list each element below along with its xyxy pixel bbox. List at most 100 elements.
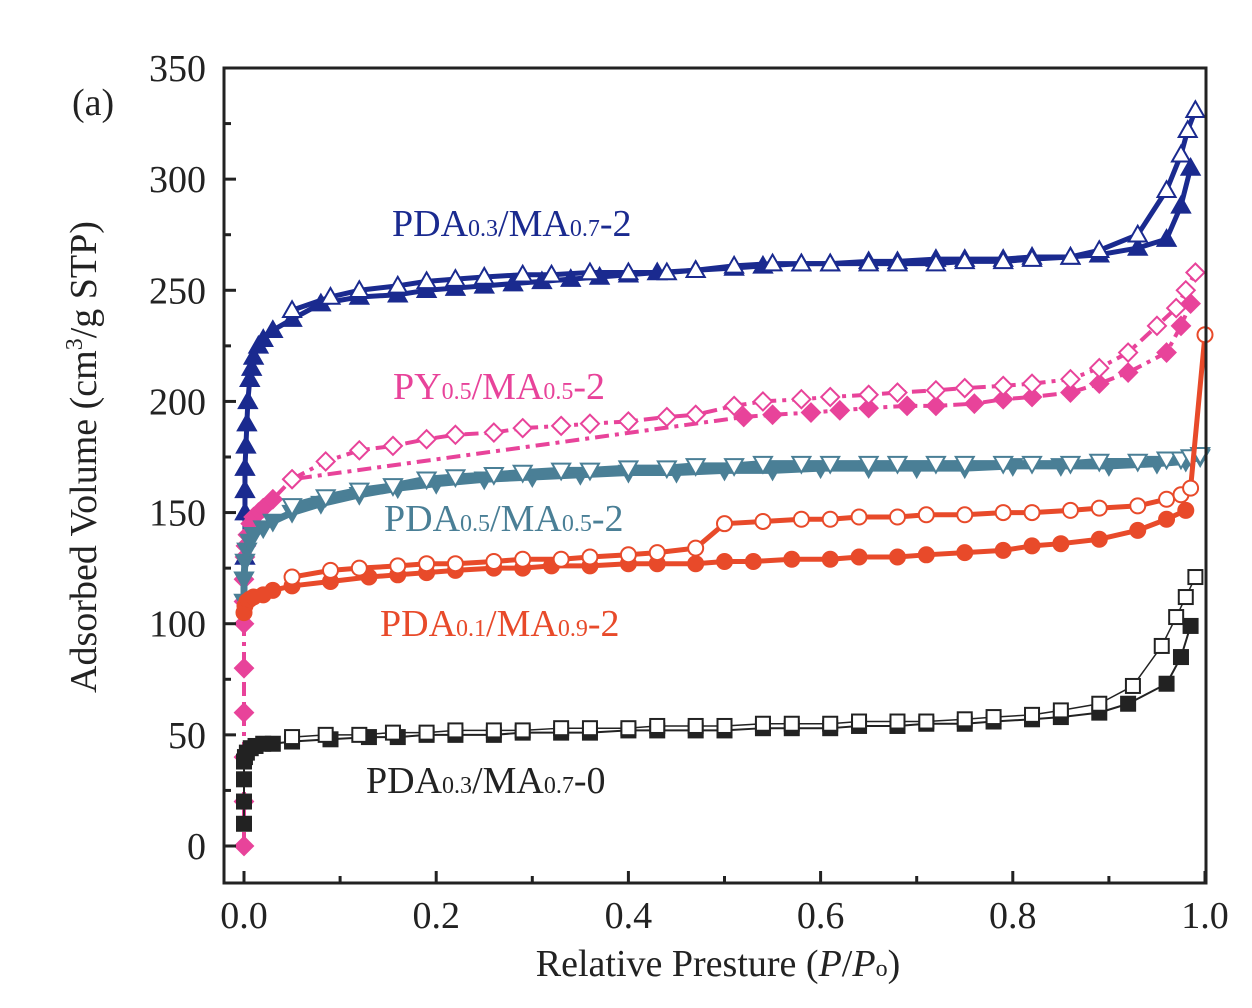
data-point-marker — [237, 390, 259, 410]
data-point-marker — [656, 460, 678, 480]
y-tick-label: 150 — [149, 493, 206, 535]
data-point-marker — [234, 457, 256, 476]
data-point-marker — [925, 395, 947, 417]
data-point-marker — [1060, 368, 1081, 390]
x-tick-label: 0.8 — [989, 895, 1037, 937]
data-point-marker — [473, 274, 495, 294]
data-point-marker — [283, 568, 301, 586]
data-point-marker — [992, 375, 1014, 397]
data-point-marker — [511, 263, 534, 283]
series-pda01-ma09-2-adsorption — [235, 501, 1195, 622]
data-point-marker — [822, 715, 839, 732]
data-point-marker — [418, 555, 436, 573]
data-point-marker — [886, 252, 909, 272]
data-point-marker — [234, 479, 256, 499]
data-point-marker — [1117, 342, 1139, 363]
data-point-marker — [1158, 510, 1176, 528]
data-point-marker — [444, 277, 467, 296]
data-point-marker — [754, 715, 771, 732]
data-point-marker — [1155, 451, 1178, 471]
data-point-marker — [264, 735, 281, 752]
data-point-marker — [415, 279, 438, 299]
data-point-marker — [502, 272, 524, 292]
data-point-marker — [1127, 223, 1149, 243]
data-point-marker — [1021, 386, 1043, 408]
data-point-marker — [1052, 702, 1069, 719]
data-point-marker — [723, 254, 745, 274]
data-point-marker — [553, 720, 570, 737]
series-py05-ma05-2-desorption — [281, 262, 1206, 490]
data-point-marker — [1088, 453, 1111, 473]
y-tick-label: 250 — [149, 270, 206, 312]
data-point-marker — [1061, 501, 1079, 519]
data-point-marker — [888, 548, 906, 566]
data-point-marker — [1165, 297, 1187, 319]
series-pda05-ma05-2-desorption — [281, 447, 1211, 517]
data-point-marker — [1127, 453, 1149, 473]
data-point-marker — [819, 455, 841, 475]
data-point-marker — [382, 435, 404, 457]
data-point-marker — [1052, 535, 1070, 553]
data-point-marker — [1021, 248, 1043, 267]
x-tick-label: 0.6 — [797, 895, 845, 937]
plot-frame — [222, 66, 1208, 885]
data-point-marker — [560, 268, 582, 287]
data-point-marker — [783, 550, 801, 568]
data-point-marker — [235, 434, 257, 454]
data-point-marker — [514, 550, 532, 568]
data-point-marker — [617, 261, 640, 281]
data-point-marker — [1120, 695, 1137, 712]
y-axis-title: Adsorbed Volume (cm3/g STP) — [62, 221, 105, 693]
data-point-marker — [1088, 239, 1111, 259]
data-point-marker — [790, 388, 812, 410]
data-point-marker — [889, 713, 906, 730]
data-point-marker — [858, 397, 880, 419]
data-point-marker — [687, 555, 705, 573]
data-point-marker — [716, 552, 733, 570]
y-tick-label: 0 — [187, 826, 206, 868]
data-point-marker — [483, 422, 505, 443]
data-point-marker — [233, 702, 255, 724]
data-point-marker — [790, 252, 813, 272]
data-point-marker — [723, 395, 745, 417]
data-point-marker — [236, 793, 252, 810]
data-point-marker — [447, 722, 464, 739]
data-point-marker — [348, 439, 370, 461]
data-point-marker — [350, 559, 368, 577]
data-point-marker — [1090, 530, 1108, 548]
data-point-marker — [917, 506, 935, 524]
data-point-marker — [851, 713, 868, 730]
data-point-marker — [1170, 143, 1192, 163]
data-point-marker — [1021, 455, 1043, 475]
data-point-marker — [716, 515, 733, 533]
x-tick-label: 0.0 — [220, 895, 268, 937]
data-point-marker — [684, 458, 707, 477]
data-point-marker — [1184, 99, 1207, 118]
data-point-marker — [236, 815, 252, 832]
data-point-marker — [752, 391, 774, 412]
data-point-marker — [761, 252, 784, 272]
x-tick-label: 0.4 — [605, 895, 653, 937]
data-point-marker — [684, 259, 707, 279]
y-tick-label: 300 — [149, 159, 206, 201]
series-label: PDA0.3/MA0.7-0 — [366, 760, 605, 802]
data-point-marker — [387, 283, 409, 303]
data-point-marker — [1155, 228, 1178, 247]
series-label: PDA0.3/MA0.7-2 — [392, 203, 631, 245]
series-layer — [233, 99, 1214, 857]
data-point-marker — [579, 413, 601, 435]
panel-label: (a) — [72, 82, 114, 124]
data-point-marker — [473, 265, 495, 285]
y-tick-label: 200 — [149, 381, 206, 423]
data-point-marker — [985, 709, 1002, 726]
x-tick-label: 0.2 — [412, 895, 460, 937]
data-point-marker — [821, 550, 839, 568]
data-point-marker — [917, 546, 935, 564]
data-point-marker — [483, 467, 505, 486]
data-point-marker — [752, 455, 774, 475]
data-point-marker — [619, 546, 637, 564]
data-point-marker — [348, 279, 371, 299]
data-point-marker — [954, 377, 976, 399]
data-point-marker — [239, 368, 261, 387]
data-point-marker — [233, 571, 255, 591]
